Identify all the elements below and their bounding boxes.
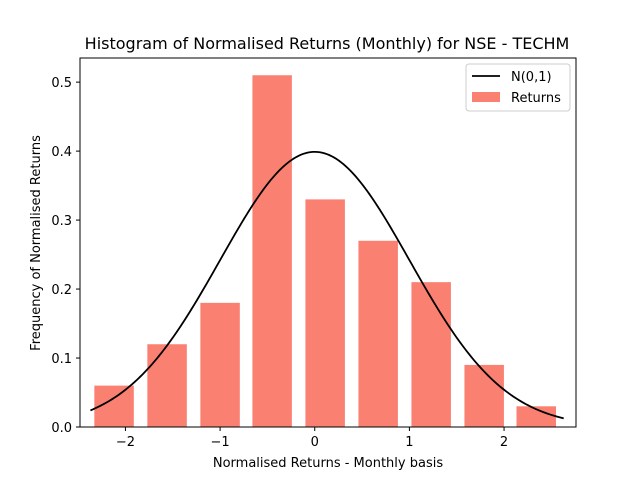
x-tick-label: 2 xyxy=(500,435,508,450)
bars-layer xyxy=(94,75,556,428)
legend-label-returns: Returns xyxy=(511,91,561,106)
y-tick-label: 0.2 xyxy=(51,283,72,298)
chart-title: Histogram of Normalised Returns (Monthly… xyxy=(85,34,570,53)
histogram-bar xyxy=(252,75,292,428)
histogram-bar xyxy=(147,344,187,427)
x-axis-label: Normalised Returns - Monthly basis xyxy=(213,456,443,471)
histogram-bar xyxy=(200,302,240,427)
y-tick-label: 0.0 xyxy=(51,421,72,436)
y-tick-label: 0.4 xyxy=(51,145,72,160)
y-axis-label: Frequency of Normalised Returns xyxy=(29,135,44,351)
line-layer xyxy=(90,150,564,420)
legend-bar-swatch xyxy=(472,92,500,102)
x-tick-label: 1 xyxy=(405,435,413,450)
x-tick-label: −2 xyxy=(116,435,135,450)
histogram-bar xyxy=(358,240,398,427)
histogram-bar xyxy=(516,406,556,427)
histogram-bar xyxy=(305,199,345,427)
histogram-bar xyxy=(411,282,451,427)
x-tick-label: 0 xyxy=(311,435,319,450)
plot-frame xyxy=(79,57,577,428)
y-tick-label: 0.3 xyxy=(51,214,72,229)
histogram-bar xyxy=(464,364,504,427)
legend-label-normal: N(0,1) xyxy=(511,70,552,85)
legend: N(0,1) Returns xyxy=(465,63,571,112)
x-axis-ticks: −2 −1 0 1 2 xyxy=(116,427,508,450)
y-tick-label: 0.1 xyxy=(51,352,72,367)
y-tick-label: 0.5 xyxy=(51,76,72,91)
y-axis-ticks: 0.0 0.1 0.2 0.3 0.4 0.5 xyxy=(51,76,80,436)
x-tick-label: −1 xyxy=(211,435,230,450)
normal-curve-line xyxy=(90,150,564,420)
